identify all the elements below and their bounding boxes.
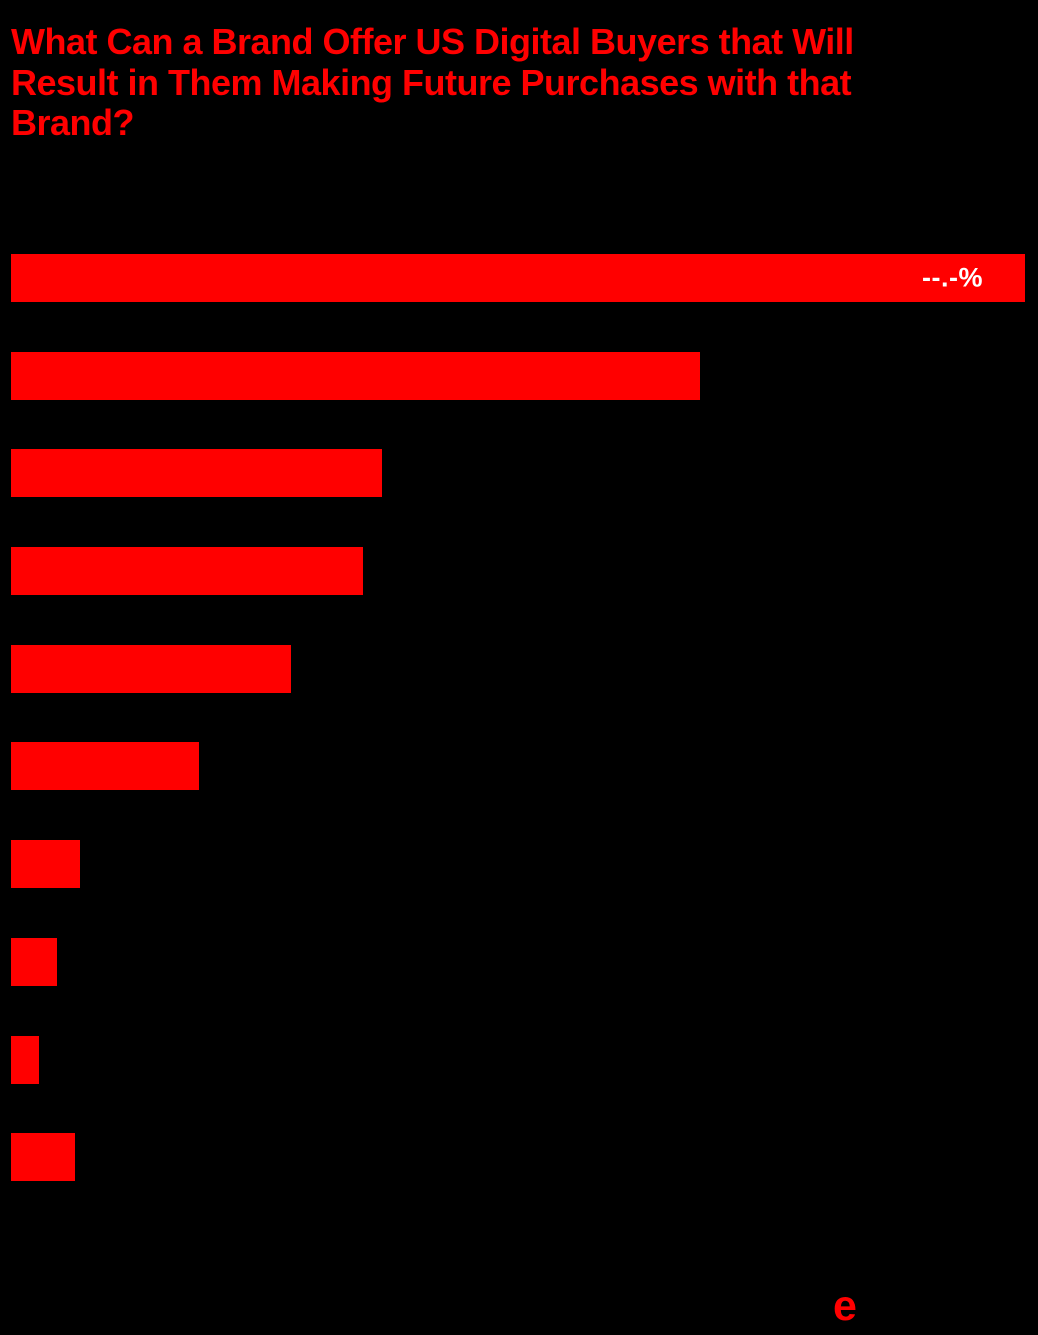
chart-title-line-3: Brand? (11, 102, 134, 143)
chart-title-line-1: What Can a Brand Offer US Digital Buyers… (11, 21, 854, 62)
bar-row-2 (11, 351, 1038, 400)
bar-row-6 (11, 742, 1038, 791)
bar-row-1: --.-% (11, 254, 1038, 302)
bar-4 (11, 547, 363, 596)
chart-title-line-2: Result in Them Making Future Purchases w… (11, 61, 852, 103)
bar-chart: --.-% (11, 254, 1038, 1231)
bar-7 (11, 840, 80, 889)
bar-row-9 (11, 1035, 1038, 1084)
bar-row-8 (11, 937, 1038, 986)
bar-row-10 (11, 1133, 1038, 1182)
bar-row-7 (11, 840, 1038, 889)
bar-10 (11, 1133, 75, 1182)
bar-row-5 (11, 644, 1038, 693)
bar-value-label: --.-% (922, 262, 983, 293)
chart-title: What Can a Brand Offer US Digital Buyers… (11, 21, 854, 144)
bar-8 (11, 937, 57, 986)
bar-row-4 (11, 547, 1038, 596)
bar-5 (11, 644, 291, 693)
emarketer-logo-e: e (833, 1282, 857, 1330)
bar-9 (11, 1035, 39, 1084)
bar-3 (11, 449, 382, 498)
bar-2 (11, 351, 700, 400)
bar-1: --.-% (11, 254, 1025, 302)
bar-6 (11, 742, 199, 791)
bar-row-3 (11, 449, 1038, 498)
